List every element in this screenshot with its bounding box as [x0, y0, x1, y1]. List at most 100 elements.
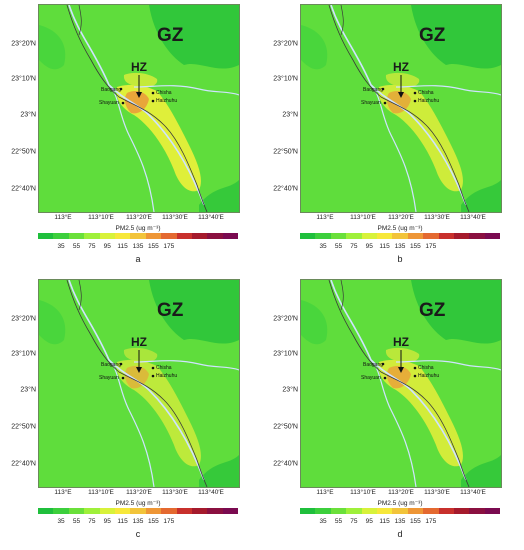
x-tick-label: 113°20′E	[388, 489, 414, 496]
x-tick-label: 113°E	[316, 214, 334, 221]
colorbar-swatch	[469, 508, 485, 514]
colorbar-tick-label: 55	[72, 243, 81, 250]
label-gz: GZ	[157, 300, 184, 321]
site-label-shayuan: Shayuan	[361, 100, 381, 106]
colorbar-swatch	[38, 508, 54, 514]
x-tick-label: 113°30′E	[162, 489, 188, 496]
colorbar-unit: PM2.5 (ug m⁻³)	[377, 500, 423, 507]
colorbar-swatch	[484, 233, 501, 239]
y-tick-label: 22°50′N	[273, 148, 298, 156]
y-tick-label: 23°N	[20, 111, 36, 119]
pm25-map: GZ HZ Baogang Shayuan Chisha Haizhuhu	[38, 279, 240, 488]
colorbar-tick-label: 35	[319, 243, 327, 250]
colorbar-tick-label: 75	[350, 518, 358, 525]
pm25-map: GZ HZ Baogang Shayuan Chisha Haizhuhu	[38, 4, 240, 213]
label-hz: HZ	[393, 60, 409, 74]
y-tick-label: 23°10′N	[11, 350, 36, 358]
x-tick-label: 113°10′E	[350, 214, 376, 221]
y-tick-label: 22°50′N	[273, 423, 298, 431]
colorbar-swatch	[84, 233, 100, 239]
site-label-baogang: Baogang	[363, 362, 384, 368]
colorbar-tick-label: 115	[117, 243, 128, 250]
colorbar-swatch	[207, 233, 223, 239]
colorbar-swatch	[361, 508, 377, 514]
colorbar-swatch	[376, 233, 393, 239]
colorbar-tick-label: 155	[409, 518, 421, 525]
colorbar-swatch	[438, 508, 454, 514]
colorbar-swatch	[300, 508, 316, 514]
colorbar-swatch	[423, 233, 439, 239]
y-tick-label: 22°40′N	[11, 460, 36, 468]
colorbar-swatch	[207, 508, 223, 514]
colorbar	[300, 508, 501, 514]
colorbar-swatch	[407, 508, 424, 514]
x-tick-label: 113°40′E	[198, 214, 224, 221]
colorbar-swatch	[176, 508, 192, 514]
colorbar	[300, 233, 501, 239]
y-tick-label: 22°50′N	[11, 423, 36, 431]
x-tick-label: 113°10′E	[88, 489, 114, 496]
label-gz: GZ	[157, 25, 184, 46]
colorbar-swatch	[191, 508, 208, 514]
colorbar-tick-label: 135	[394, 243, 406, 250]
pm25-map: GZ HZ Baogang Shayuan Chisha Haizhuhu	[300, 4, 502, 213]
map-panel-c: 23°20′N 23°10′N 23°N 22°50′N 22°40′N GZ HZ Baog…	[0, 275, 262, 550]
site-label-baogang: Baogang	[101, 87, 122, 93]
colorbar-swatch	[330, 508, 347, 514]
y-tick-label: 23°10′N	[11, 75, 36, 83]
colorbar-tick-label: 135	[394, 518, 406, 525]
y-tick-label: 23°10′N	[273, 75, 298, 83]
y-tick-label: 23°20′N	[273, 315, 298, 323]
map-panel-b: 23°20′N 23°10′N 23°N 22°50′N 22°40′N GZ HZ Baog…	[262, 0, 524, 275]
y-tick-label: 23°20′N	[11, 40, 36, 48]
y-tick-label: 22°40′N	[273, 185, 298, 193]
colorbar-tick-label: 55	[334, 243, 343, 250]
x-tick-label: 113°10′E	[88, 214, 114, 221]
y-tick-label: 23°N	[20, 386, 36, 394]
site-label-haizhuhu: Haizhuhu	[156, 98, 178, 104]
colorbar-swatch	[99, 508, 115, 514]
panel-label: a	[135, 254, 141, 264]
colorbar-swatch	[68, 233, 85, 239]
x-tick-label: 113°20′E	[126, 489, 152, 496]
colorbar-tick-label: 135	[132, 243, 144, 250]
colorbar-swatch	[145, 508, 162, 514]
colorbar-swatch	[346, 508, 362, 514]
colorbar-tick-label: 155	[409, 243, 421, 250]
colorbar-swatch	[330, 233, 347, 239]
colorbar-swatch	[453, 233, 470, 239]
y-tick-label: 23°20′N	[273, 40, 298, 48]
colorbar-swatch	[53, 233, 69, 239]
y-tick-label: 22°40′N	[273, 460, 298, 468]
x-tick-label: 113°E	[316, 489, 334, 496]
site-label-chisha: Chisha	[156, 90, 172, 96]
colorbar-swatch	[300, 233, 316, 239]
colorbar-tick-label: 175	[163, 243, 175, 250]
colorbar-tick-label: 95	[365, 243, 373, 250]
colorbar-tick-label: 95	[103, 243, 111, 250]
colorbar-swatch	[392, 508, 408, 514]
colorbar-swatch	[161, 233, 177, 239]
label-gz: GZ	[419, 300, 446, 321]
colorbar-tick-label: 155	[147, 518, 159, 525]
colorbar	[38, 233, 239, 239]
y-tick-label: 22°40′N	[11, 185, 36, 193]
colorbar-swatch	[346, 233, 362, 239]
colorbar-tick-label: 175	[163, 518, 175, 525]
colorbar-swatch	[130, 233, 146, 239]
colorbar-unit: PM2.5 (ug m⁻³)	[115, 225, 161, 232]
x-tick-label: 113°40′E	[460, 214, 486, 221]
site-label-haizhuhu: Haizhuhu	[156, 373, 178, 379]
x-tick-label: 113°10′E	[350, 489, 376, 496]
colorbar-swatch	[423, 508, 439, 514]
label-hz: HZ	[131, 335, 147, 349]
colorbar-swatch	[53, 508, 69, 514]
y-tick-label: 22°50′N	[11, 148, 36, 156]
map-panel-a: 23°20′N 23°10′N 23°N 22°50′N 22°40′N GZ HZ Baog…	[0, 0, 262, 275]
y-tick-label: 23°20′N	[11, 315, 36, 323]
colorbar-swatch	[484, 508, 501, 514]
panel-label: b	[397, 254, 403, 264]
site-label-chisha: Chisha	[418, 365, 434, 371]
x-tick-label: 113°20′E	[126, 214, 152, 221]
colorbar-tick-label: 115	[379, 243, 390, 250]
